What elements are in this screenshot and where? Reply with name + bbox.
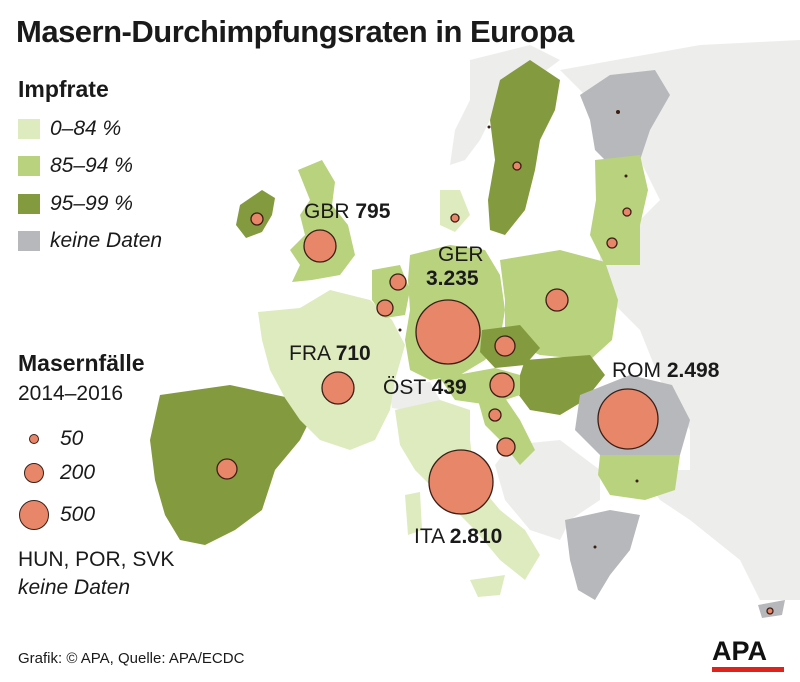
label-ger-value: 3.235 <box>426 268 479 289</box>
region-france <box>258 290 405 450</box>
size-key-circle <box>29 434 39 444</box>
region-denmark <box>440 190 470 232</box>
map-title: Masern-Durchimpfungsraten in Europa <box>16 14 574 49</box>
legend-item-3: keine Daten <box>18 229 163 252</box>
case-circle-latvia <box>622 207 632 217</box>
legend-item-2: 95–99 % <box>18 192 133 215</box>
label-fra-value: 710 <box>335 342 371 365</box>
label-ost-code: ÖST <box>383 376 426 399</box>
legend-swatch <box>18 119 40 139</box>
size-key-circle <box>24 463 44 483</box>
case-circle-lithuania <box>606 237 618 249</box>
case-circle-sweden <box>512 161 522 171</box>
no-data-text: keine Daten <box>18 576 131 599</box>
case-circle-spain <box>216 458 238 480</box>
background-land-balkans <box>495 440 600 540</box>
label-ita: ITA 2.810 <box>414 526 502 547</box>
apa-logo: APA <box>712 636 784 672</box>
cases-legend-period: 2014–2016 <box>18 382 124 405</box>
region-sweden <box>488 60 560 235</box>
legend-swatch <box>18 194 40 214</box>
region-greece <box>565 510 640 600</box>
case-circle-fra <box>321 371 355 405</box>
legend-label: 85–94 % <box>50 154 133 177</box>
label-fra: FRA 710 <box>289 343 371 364</box>
case-circle-benelux-1 <box>389 273 407 291</box>
legend-swatch <box>18 231 40 251</box>
size-key-label: 50 <box>60 427 84 450</box>
label-ger-code: GER <box>438 243 484 266</box>
case-circle-ost <box>489 372 515 398</box>
legend-heading: Impfrate <box>18 76 109 102</box>
size-key-50: 50 <box>18 427 83 451</box>
case-circle-denmark <box>450 213 460 223</box>
case-circles <box>216 161 774 615</box>
case-circle-gbr <box>303 229 337 263</box>
cases-legend-heading: Masernfälle <box>18 350 145 376</box>
case-circle-ireland <box>250 212 264 226</box>
case-circle-czech <box>494 335 516 357</box>
no-data-countries: HUN, POR, SVK <box>18 548 175 571</box>
label-ger-value-text: 3.235 <box>426 267 479 290</box>
legend-item-0: 0–84 % <box>18 117 122 140</box>
label-rom: ROM 2.498 <box>612 360 719 381</box>
region-baltics <box>590 155 648 265</box>
region-sardinia <box>405 492 422 535</box>
legend-swatch <box>18 156 40 176</box>
label-ita-value: 2.810 <box>449 525 503 548</box>
size-key-label: 200 <box>60 461 96 484</box>
region-finland <box>580 70 670 170</box>
legend-label: keine Daten <box>50 229 163 252</box>
apa-logo-bar <box>712 667 784 672</box>
label-rom-value: 2.498 <box>666 359 720 382</box>
case-circle-croatia <box>496 437 516 457</box>
label-ost: ÖST 439 <box>383 377 467 398</box>
region-bulgaria <box>598 455 680 500</box>
label-ita-code: ITA <box>414 525 444 548</box>
region-sicily <box>470 575 505 597</box>
size-key-200: 200 <box>18 461 95 485</box>
case-circle-poland <box>545 288 569 312</box>
case-circle-benelux-2 <box>376 299 394 317</box>
legend-label: 0–84 % <box>50 117 122 140</box>
size-key-circle <box>19 500 49 530</box>
label-ost-value: 439 <box>431 376 467 399</box>
size-key-label: 500 <box>60 503 96 526</box>
label-gbr-code: GBR <box>304 200 350 223</box>
label-fra-code: FRA <box>289 342 330 365</box>
case-circle-rom <box>597 388 659 450</box>
case-circle-ger <box>415 299 481 365</box>
label-gbr: GBR 795 <box>304 201 390 222</box>
case-circle-cyprus <box>766 607 774 615</box>
legend-item-1: 85–94 % <box>18 154 133 177</box>
size-key-500: 500 <box>18 500 95 530</box>
case-circle-ita <box>428 449 494 515</box>
label-gbr-value: 795 <box>355 200 391 223</box>
label-rom-code: ROM <box>612 359 661 382</box>
case-circle-slovenia <box>488 408 502 422</box>
small-dots <box>398 110 639 549</box>
background-land-east <box>560 40 800 600</box>
footer-credit: Grafik: © APA, Quelle: APA/ECDC <box>18 650 245 667</box>
legend-label: 95–99 % <box>50 192 133 215</box>
apa-logo-text: APA <box>712 636 768 666</box>
